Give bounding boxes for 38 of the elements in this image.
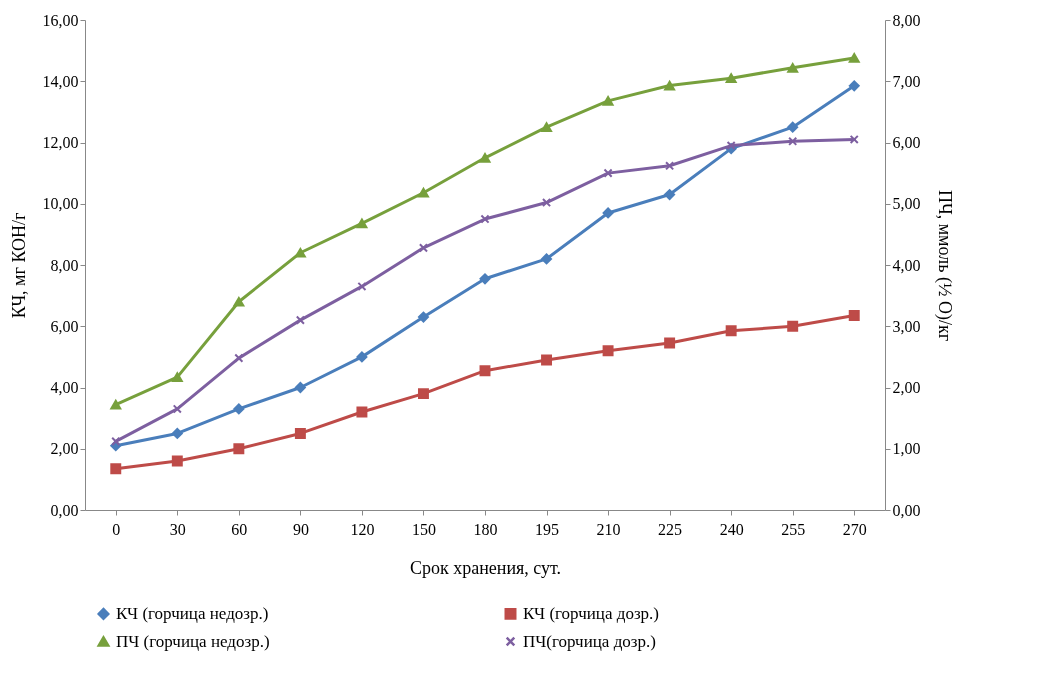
x-tick-label: 180 [473,520,498,538]
x-tick-label: 0 [112,520,121,538]
y-tick-label: 14,00 [42,72,79,90]
x-tick-label: 270 [842,520,867,538]
y-tick-label: 10,00 [42,195,79,213]
y2-tick-label: 4,00 [892,256,921,274]
y2-tick-label: 2,00 [892,379,921,396]
y-tick-label: 8,00 [50,256,79,274]
x-tick-label: 255 [781,520,806,538]
y2-tick-label: 8,00 [892,11,921,29]
y2-tick-label: 6,00 [892,134,921,151]
x-tick-label: 90 [292,520,309,538]
x-tick-label: 30 [169,520,186,538]
legend-label: ПЧ (горчица недозр.) [116,631,270,651]
x-tick-label: 120 [350,520,375,538]
y2-tick-label: 7,00 [892,72,921,90]
y-tick-label: 12,00 [42,134,79,151]
y-axis-title: КЧ, мг КОН/г [8,212,29,319]
y-tick-label: 16,00 [42,11,79,29]
legend-label: КЧ (горчица дозр.) [523,603,660,623]
x-tick-label: 195 [535,520,560,538]
y-tick-label: 6,00 [50,317,79,335]
y2-tick-label: 3,00 [892,317,921,335]
y2-tick-label: 5,00 [892,195,921,213]
x-tick-label: 240 [719,520,744,538]
legend-label: КЧ (горчица недозр.) [116,603,269,623]
y2-tick-label: 0,00 [892,501,921,519]
x-tick-label: 150 [411,520,436,538]
x-tick-label: 60 [231,520,248,538]
x-tick-label: 225 [658,520,683,538]
x-axis-title: Срок хранения, сут. [409,557,562,578]
y2-axis-title: ПЧ, ммоль (½ O)/кг [933,189,955,342]
x-tick-label: 210 [596,520,621,538]
y-tick-label: 4,00 [50,379,79,396]
y-tick-label: 2,00 [50,440,79,458]
y-tick-label: 0,00 [50,501,79,519]
y2-tick-label: 1,00 [892,440,921,458]
legend-label: ПЧ(горчица дозр.) [523,631,656,651]
